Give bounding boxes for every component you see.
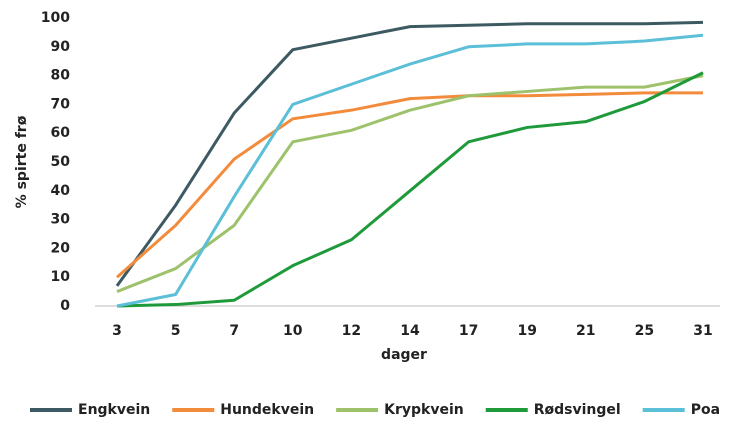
y-tick-label: 60 <box>51 125 71 141</box>
x-tick-label: 31 <box>693 323 712 339</box>
series-line <box>116 74 704 293</box>
x-tick-label: 19 <box>517 323 536 339</box>
x-axis-title: dager <box>381 347 427 363</box>
y-tick-label: 30 <box>51 212 71 228</box>
x-tick-label: 25 <box>635 323 654 339</box>
x-tick-label: 21 <box>576 323 595 339</box>
x-tick-label: 17 <box>459 323 478 339</box>
y-tick-label: 10 <box>51 269 71 285</box>
y-tick-label: 80 <box>51 68 71 84</box>
series-line <box>116 91 703 279</box>
series-line <box>116 33 704 308</box>
y-tick-label: 100 <box>41 10 70 26</box>
legend-label: Krypkvein <box>384 402 464 418</box>
series-line <box>115 20 704 287</box>
y-tick-label: 0 <box>60 298 70 314</box>
x-tick-label: 5 <box>171 323 181 339</box>
x-tick-label: 12 <box>342 323 361 339</box>
legend-label: Rødsvingel <box>534 402 621 418</box>
legend-label: Hundekvein <box>220 402 314 418</box>
y-tick-label: 50 <box>51 154 71 170</box>
y-axis-title: % spirte frø <box>14 115 30 208</box>
legend-label: Poa <box>691 402 720 418</box>
x-tick-label: 10 <box>283 323 303 339</box>
y-tick-label: 40 <box>51 183 71 199</box>
y-tick-label: 70 <box>51 96 71 112</box>
x-tick-label: 7 <box>229 323 239 339</box>
legend-label: Engkvein <box>78 402 150 418</box>
x-tick-label: 3 <box>112 323 122 339</box>
y-tick-label: 90 <box>51 39 71 55</box>
series-line <box>116 71 704 308</box>
y-tick-label: 20 <box>51 240 71 256</box>
x-tick-label: 14 <box>400 323 420 339</box>
